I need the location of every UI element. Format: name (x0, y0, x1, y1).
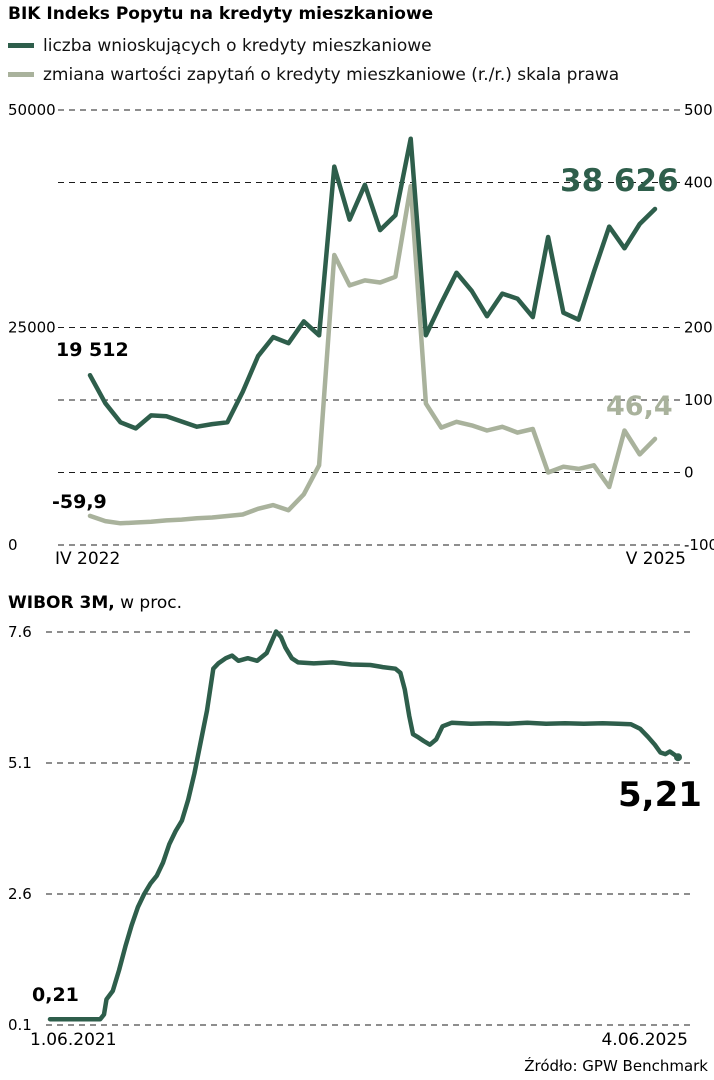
annotation-applications-end-value: 38 626 (560, 163, 679, 199)
series-line-inquiries (87, 183, 658, 526)
bik-chart-title: BIK Indeks Popytu na kredyty mieszkaniow… (8, 4, 434, 24)
wibor-title-bold: WIBOR 3M, (8, 593, 115, 613)
bik-right-axis-tick-label: -100 (684, 536, 714, 554)
series-line-applications (87, 136, 658, 431)
bik-left-axis-tick-label: 0 (8, 536, 18, 554)
wibor-axis-tick-label: 2.6 (8, 885, 32, 903)
wibor-end-dot (674, 753, 682, 762)
bik-left-axis-tick-label: 50000 (8, 101, 56, 119)
wibor-xaxis-start-label: 1.06.2021 (30, 1030, 117, 1050)
bik-right-axis-tick-label: 500 (684, 101, 713, 119)
legend-item-applications: liczba wnioskujących o kredyty mieszkani… (8, 31, 619, 60)
bik-right-axis-tick-label: 400 (684, 174, 713, 192)
bik-xaxis-end-label: V 2025 (625, 549, 686, 569)
legend-label-inquiries: zmiana wartości zapytań o kredyty mieszk… (43, 64, 620, 85)
wibor-axis-tick-label: 5.1 (8, 754, 32, 772)
source-credit: Źródło: GPW Benchmark (524, 1057, 708, 1075)
annotation-inquiries-end-value: 46,4 (606, 391, 673, 422)
wibor-axis-tick-label: 0.1 (8, 1016, 32, 1034)
bik-left-axis-tick-label: 25000 (8, 319, 56, 337)
bik-right-axis-tick-label: 0 (684, 464, 694, 482)
wibor-title-suffix: w proc. (114, 593, 182, 613)
legend-item-inquiries: zmiana wartości zapytań o kredyty mieszk… (8, 60, 619, 89)
bik-legend: liczba wnioskujących o kredyty mieszkani… (8, 31, 619, 89)
wibor-xaxis-end-label: 4.06.2025 (601, 1030, 688, 1050)
annotation-wibor-end-value: 5,21 (618, 775, 702, 815)
legend-swatch-sage (8, 72, 34, 77)
wibor-chart-title: WIBOR 3M, w proc. (8, 593, 182, 613)
annotation-wibor-start-value: 0,21 (32, 984, 79, 1006)
bik-right-axis-tick-label: 100 (684, 391, 713, 409)
bik-xaxis-start-label: IV 2022 (55, 549, 121, 569)
legend-label-applications: liczba wnioskujących o kredyty mieszkani… (43, 35, 432, 56)
bik-right-axis-tick-label: 200 (684, 319, 713, 337)
annotation-inquiries-start-value: -59,9 (52, 491, 107, 513)
legend-swatch-dark-green (8, 43, 34, 48)
wibor-axis-tick-label: 7.6 (8, 623, 32, 641)
annotation-applications-start-value: 19 512 (56, 339, 129, 361)
series-line-wibor (47, 629, 681, 1022)
